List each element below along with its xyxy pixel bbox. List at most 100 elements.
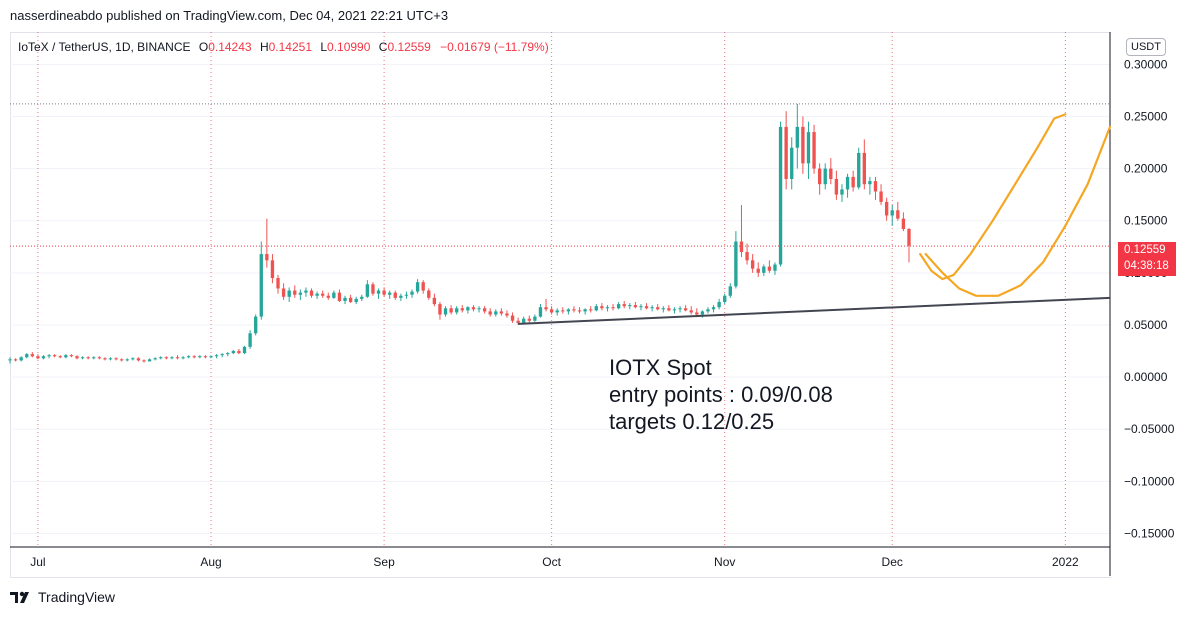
candle-body (304, 290, 308, 293)
y-tick-label: 0.25000 (1124, 109, 1168, 123)
candle-body (672, 309, 677, 311)
candle-body (388, 292, 392, 295)
candle-body (382, 290, 386, 295)
candle-body (616, 304, 621, 309)
candle-body (242, 346, 247, 354)
low-value: 0.10990 (327, 40, 371, 54)
y-tick-label: −0.10000 (1124, 474, 1175, 488)
y-tick-label: 0.20000 (1124, 162, 1168, 176)
projection-curve-long (924, 125, 1112, 297)
candle-body (147, 359, 152, 362)
candle-body (270, 260, 275, 279)
candle-body (142, 360, 146, 362)
candle-body (711, 307, 716, 310)
candle-body (192, 356, 196, 358)
y-tick-label: −0.05000 (1124, 422, 1175, 436)
candle-body (75, 356, 79, 359)
candle-body (449, 308, 453, 313)
candle-body (656, 307, 660, 310)
candle-body (728, 286, 732, 296)
bar-countdown: 04:38:18 (1124, 260, 1169, 272)
x-tick-label: Aug (200, 555, 221, 569)
candle-body (203, 356, 208, 358)
candle-body (544, 307, 548, 310)
candle-body (209, 356, 213, 358)
candle-body (92, 357, 96, 359)
candle-body (432, 297, 437, 305)
candle-body (30, 354, 35, 357)
candle-body (298, 292, 303, 295)
candle-body (354, 298, 358, 303)
candle-body (348, 297, 353, 303)
candle-body (466, 307, 470, 311)
x-tick-label: 2022 (1052, 555, 1079, 569)
candle-body (293, 290, 297, 295)
candle-body (281, 288, 286, 297)
candle-body (555, 310, 559, 313)
candle-body (259, 254, 263, 317)
x-tick-label: Dec (882, 555, 903, 569)
candle-body (678, 308, 682, 310)
candle-body (460, 308, 464, 311)
candle-body (410, 291, 414, 295)
candle-body (19, 357, 23, 361)
candle-body (896, 210, 900, 219)
candle-body (734, 241, 738, 287)
candle-body (600, 306, 604, 309)
candle-body (890, 210, 894, 216)
candle-body (482, 308, 487, 312)
candle-body (695, 312, 699, 315)
candle-body (750, 260, 755, 269)
candle-body (47, 355, 51, 357)
candle-body (572, 309, 576, 311)
candle-body (309, 290, 314, 296)
candle-body (644, 306, 649, 309)
support-trendline (518, 296, 1111, 325)
chart-annotation[interactable]: IOTX Spot entry points : 0.09/0.08 targe… (609, 354, 833, 435)
candle-body (549, 309, 554, 313)
x-tick-label: Nov (714, 555, 735, 569)
candle-body (622, 304, 626, 307)
candle-body (522, 318, 526, 323)
close-value: 0.12559 (387, 40, 431, 54)
candle-body (13, 359, 18, 361)
candle-body (103, 358, 107, 360)
candle-body (817, 168, 822, 185)
candle-body (125, 359, 129, 361)
candle-body (706, 309, 710, 312)
candle-body (901, 218, 906, 230)
candle-body (538, 307, 543, 317)
candle-body (873, 181, 878, 192)
candle-body (175, 357, 180, 359)
y-tick-label: 0.05000 (1124, 318, 1168, 332)
candle-body (287, 290, 291, 297)
candle-body (589, 309, 593, 311)
candle-body (315, 293, 319, 296)
currency-button[interactable]: USDT (1126, 38, 1166, 56)
candle-body (801, 126, 805, 164)
candle-body (170, 357, 174, 359)
candle-body (332, 292, 336, 298)
low-label: L (320, 40, 328, 54)
candle-body (237, 351, 241, 354)
candle-body (823, 168, 827, 185)
y-tick-label: 0.00000 (1124, 370, 1168, 384)
x-tick-label: Jul (30, 555, 45, 569)
candle-body (52, 355, 57, 357)
candle-body (845, 176, 850, 190)
symbol-name[interactable]: IoTeX / TetherUS, 1D, BINANCE (18, 40, 191, 54)
candle-body (248, 333, 252, 347)
candle-body (700, 311, 705, 315)
candle-body (321, 293, 325, 296)
candle-body (427, 290, 431, 298)
footer-brand[interactable]: TradingView (10, 589, 115, 605)
x-tick-label: Sep (373, 555, 395, 569)
candle-body (527, 318, 531, 321)
chart-frame (10, 32, 1111, 578)
close-label: C (378, 40, 388, 54)
candle-body (477, 308, 481, 310)
candle-body (611, 307, 615, 309)
candle-body (399, 295, 403, 298)
candle-body (806, 132, 811, 164)
